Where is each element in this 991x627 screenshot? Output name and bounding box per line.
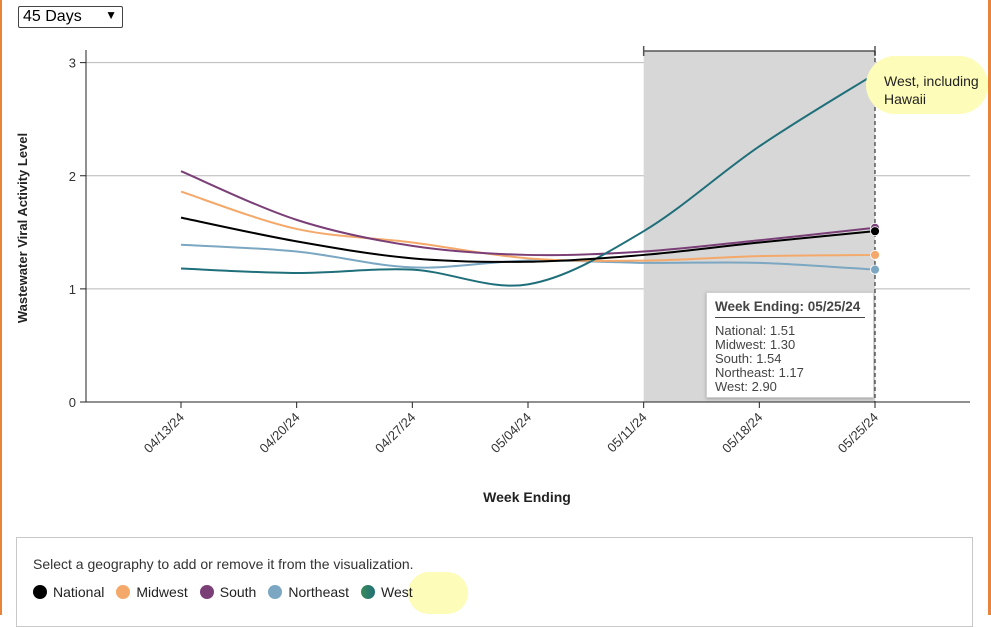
legend-label-national: National: [53, 584, 105, 600]
tooltip-line-national: National: 1.51: [715, 323, 796, 338]
west-legend-highlight: [408, 572, 468, 614]
y-tick-label: 1: [69, 282, 76, 297]
callout-line-1: West, including: [884, 73, 979, 89]
legend-item-northeast[interactable]: Northeast: [268, 584, 349, 600]
x-tick-label: 05/18/24: [719, 410, 765, 456]
y-tick-label: 2: [69, 169, 76, 184]
x-tick-label: 05/04/24: [488, 410, 534, 456]
series-line-national: [180, 216, 876, 263]
y-tick-label: 0: [69, 395, 76, 410]
callout-highlight: [866, 56, 988, 114]
series-point-midwest: [870, 250, 880, 260]
series-point-national: [870, 226, 880, 237]
chevron-down-icon: ▼: [105, 8, 117, 22]
tooltip-title: Week Ending: 05/25/24: [715, 299, 865, 318]
legend-item-south[interactable]: South: [199, 584, 257, 600]
tooltip-line-midwest: Midwest: 1.30: [715, 337, 796, 352]
legend-item-midwest[interactable]: Midwest: [116, 584, 188, 600]
x-tick-label: 05/11/24: [604, 410, 650, 456]
series-line-northeast: [180, 243, 876, 271]
legend-swatch-south: [199, 585, 214, 599]
callout-line-2: Hawaii: [884, 91, 927, 107]
legend-label-northeast: Northeast: [288, 584, 350, 600]
frame-left-border: [0, 0, 2, 615]
legend-swatch-northeast: [268, 585, 283, 599]
legend-label-south: South: [219, 584, 257, 600]
legend-item-national[interactable]: National: [33, 584, 104, 600]
x-tick-label: 04/13/24: [141, 410, 187, 456]
series-point-northeast: [870, 264, 880, 275]
legend-panel: [16, 537, 973, 627]
series-line-midwest: [180, 190, 876, 262]
frame-right-border: [988, 0, 991, 615]
legend-swatch-midwest: [116, 585, 131, 599]
series-line-south: [180, 170, 876, 257]
y-axis-title: Wastewater Viral Activity Level: [15, 133, 30, 323]
x-tick-label: 04/20/24: [256, 410, 302, 456]
time-range-value: 45 Days: [23, 8, 82, 25]
series-line-west: [180, 73, 876, 287]
tooltip-line-south: South: 1.54: [715, 351, 782, 366]
west-callout-label: West, including Hawaii: [884, 72, 988, 108]
time-range-select[interactable]: 45 Days ▼: [18, 6, 123, 28]
y-tick-label: 3: [69, 56, 76, 71]
legend-prompt: Select a geography to add or remove it f…: [33, 556, 414, 572]
legend-label-west: West: [381, 584, 413, 600]
legend: National Midwest South Northeast West: [33, 584, 425, 600]
tooltip-line-northeast: Northeast: 1.17: [715, 365, 804, 380]
legend-label-midwest: Midwest: [136, 584, 188, 600]
legend-swatch-national: [33, 585, 47, 599]
x-tick-label: 04/27/24: [372, 410, 418, 456]
legend-item-west[interactable]: West: [361, 584, 413, 600]
chart-svg: 0 1 2 3 04/13/24 04/20/24 04/27/24 05/04/24 05/1…: [15, 46, 970, 505]
tooltip-line-west: West: 2.90: [715, 379, 777, 394]
data-tooltip: Week Ending: 05/25/24 National: 1.51 Mid…: [706, 292, 874, 398]
legend-swatch-west: [361, 585, 376, 599]
x-axis-title: Week Ending: [483, 489, 571, 505]
series-layer: [180, 73, 876, 287]
x-tick-label: 05/25/24: [835, 410, 881, 456]
